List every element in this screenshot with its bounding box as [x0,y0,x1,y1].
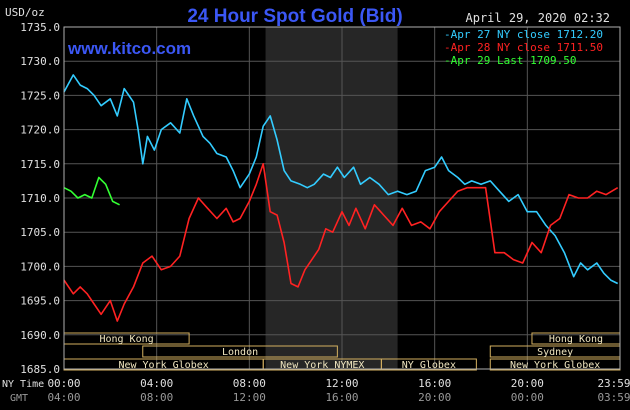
session-label: London [222,347,258,358]
session-bar [380,358,477,371]
series-line-2 [63,163,619,322]
legend-entry: -Apr 28 NY close 1711.50 [444,41,603,54]
legend-entry: -Apr 27 NY close 1712.20 [444,28,603,41]
x-tick-label-gmt: 16:00 [325,391,358,404]
y-tick-label: 1685.0 [20,363,60,376]
x-tick-label-ny: 20:00 [511,377,544,390]
y-tick-label: 1735.0 [20,21,60,34]
plot-frame [63,26,621,370]
x-tick-label-ny: 16:00 [418,377,451,390]
x-tick-label-gmt: 04:00 [47,391,80,404]
session-label: NY Globex [402,360,456,371]
x-tick-label-gmt: 12:00 [233,391,266,404]
unit-label: USD/oz [5,6,45,19]
trading-sessions: Hong Kong Hong Kong London Sydney New York G… [63,332,621,371]
session-label: New York Globex [118,360,208,371]
session-label: Hong Kong [99,334,153,345]
gmt-label: GMT [10,393,28,404]
y-tick-label: 1710.0 [20,192,60,205]
x-tick-label-ny: 00:00 [47,377,80,390]
y-tick-label: 1695.0 [20,295,60,308]
x-tick-label-gmt: 03:59 [597,391,630,404]
session-label: New York NYMEX [280,360,364,371]
x-tick-label-ny: 08:00 [233,377,266,390]
x-tick-label-gmt: 08:00 [140,391,173,404]
y-tick-label: 1725.0 [20,89,60,102]
y-axis-ticks: 1735.0 1730.0 1725.0 1720.0 1715.0 1710.0 1705… [20,21,60,376]
x-tick-label-gmt: 00:00 [511,391,544,404]
session-label: New York Globex [510,360,600,371]
session-label: Hong Kong [549,334,603,345]
date-label: April 29, 2020 02:32 [466,11,611,25]
y-tick-label: 1715.0 [20,158,60,171]
x-axis-ticks: 00:0004:0004:0008:0008:0012:0012:0016:00… [47,377,630,404]
series-line-1 [63,74,619,285]
watermark-url: www.kitco.com [67,39,191,58]
x-tick-label-ny: 23:59 [597,377,630,390]
y-tick-label: 1705.0 [20,226,60,239]
legend: -Apr 27 NY close 1712.20-Apr 28 NY close… [444,28,603,67]
y-tick-label: 1720.0 [20,124,60,137]
series-line-3 [63,176,120,206]
x-tick-label-ny: 04:00 [140,377,173,390]
session-bar [142,345,338,358]
legend-entry: -Apr 29 Last 1709.50 [444,54,576,67]
y-tick-label: 1730.0 [20,55,60,68]
session-label: Sydney [537,347,573,358]
y-tick-label: 1690.0 [20,329,60,342]
chart-title: 24 Hour Spot Gold (Bid) [187,6,402,27]
y-tick-label: 1700.0 [20,260,60,273]
price-series [63,74,619,322]
x-tick-label-ny: 12:00 [325,377,358,390]
ny-time-label: NY Time [2,379,44,390]
x-tick-label-gmt: 20:00 [418,391,451,404]
